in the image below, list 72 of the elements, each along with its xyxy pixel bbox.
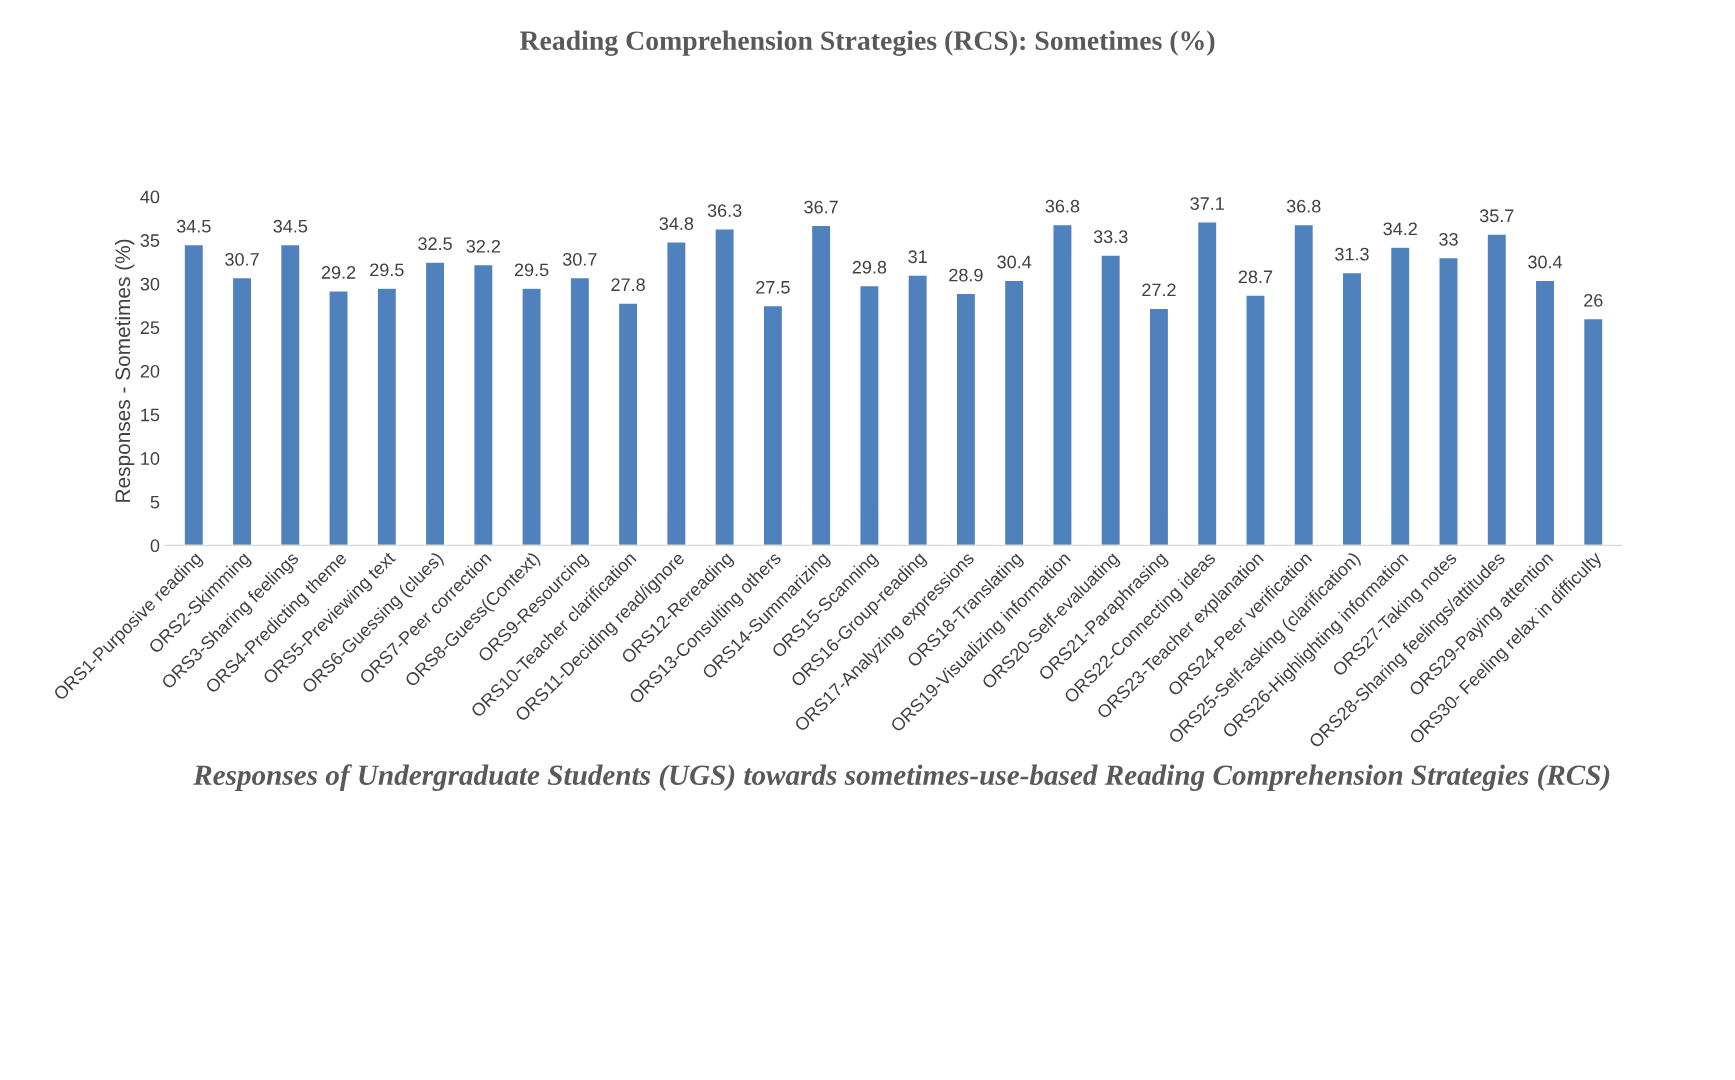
data-label: 26 <box>1584 293 1603 307</box>
data-label: 29.2 <box>321 266 356 279</box>
bar <box>617 302 639 546</box>
data-label: 36.7 <box>804 200 838 214</box>
data-label: 31.3 <box>1335 247 1369 261</box>
bar <box>376 287 398 546</box>
data-label: 31 <box>908 250 927 264</box>
bar <box>1245 294 1266 546</box>
bar <box>762 304 784 546</box>
data-label: 33.3 <box>1093 230 1128 244</box>
y-tick-label: 0 <box>150 539 160 553</box>
y-tick-label: 25 <box>140 321 160 335</box>
data-label: 34.8 <box>659 217 694 231</box>
y-tick-label: 5 <box>150 495 160 509</box>
bar <box>231 276 253 546</box>
data-label: 34.5 <box>176 219 211 233</box>
bar <box>1389 246 1411 546</box>
bar <box>714 228 735 546</box>
data-label: 32.2 <box>466 239 500 253</box>
y-tick-label: 35 <box>140 234 160 247</box>
bar <box>1341 271 1363 546</box>
data-label: 36.3 <box>707 204 742 217</box>
y-tick-label: 15 <box>141 408 160 422</box>
data-label: 36.8 <box>1045 199 1080 213</box>
data-label: 27.5 <box>756 280 790 294</box>
data-label: 29.5 <box>370 263 404 277</box>
data-label: 36.8 <box>1286 199 1321 213</box>
data-label: 28.9 <box>949 268 983 282</box>
x-axis-title: Responses of Undergraduate Students (UGS) towards sometimes-use-based Reading Comprehension Strategies (RCS) <box>193 764 1610 791</box>
data-label: 33 <box>1439 232 1458 246</box>
bar <box>1003 279 1025 546</box>
data-label: 27.2 <box>1142 283 1176 297</box>
data-label: 34.5 <box>273 219 308 233</box>
data-label: 29.8 <box>852 260 887 274</box>
bar <box>521 287 542 546</box>
bar <box>569 276 591 546</box>
bar <box>955 292 977 546</box>
bar <box>279 243 301 546</box>
y-tick-label: 10 <box>141 452 160 465</box>
data-label: 28.7 <box>1238 270 1273 284</box>
bar <box>424 261 446 546</box>
bar <box>810 224 832 546</box>
data-label: 35.7 <box>1479 209 1514 223</box>
bar <box>1052 223 1073 546</box>
bar <box>1486 233 1508 546</box>
data-label: 30.4 <box>1528 255 1563 269</box>
y-tick-label: 30 <box>140 277 160 291</box>
data-label: 34.2 <box>1383 222 1417 236</box>
data-label: 37.1 <box>1190 197 1224 210</box>
bar <box>666 241 687 546</box>
bar <box>1293 223 1315 546</box>
bar <box>859 284 880 546</box>
data-label: 30.7 <box>562 252 597 266</box>
data-label: 29.5 <box>514 263 549 277</box>
bar <box>1148 307 1170 546</box>
data-label: 27.8 <box>611 278 645 292</box>
bar <box>1534 279 1556 546</box>
bar <box>472 263 494 546</box>
y-tick-label: 20 <box>140 364 160 378</box>
y-axis-title: Responses - Sometimes (%) <box>114 239 135 502</box>
y-tick-label: 40 <box>140 190 160 204</box>
bar <box>907 274 929 546</box>
data-label: 30.7 <box>225 252 259 266</box>
bar <box>183 243 205 546</box>
bar <box>1196 221 1218 546</box>
data-label: 32.5 <box>418 237 452 251</box>
bar <box>328 290 349 546</box>
chart-title: Reading Comprehension Strategies (RCS): Sometimes (%) <box>519 30 1215 56</box>
data-label: 30.4 <box>997 255 1032 269</box>
bar <box>1100 254 1122 546</box>
bar <box>1582 317 1604 546</box>
bar <box>1438 256 1459 546</box>
